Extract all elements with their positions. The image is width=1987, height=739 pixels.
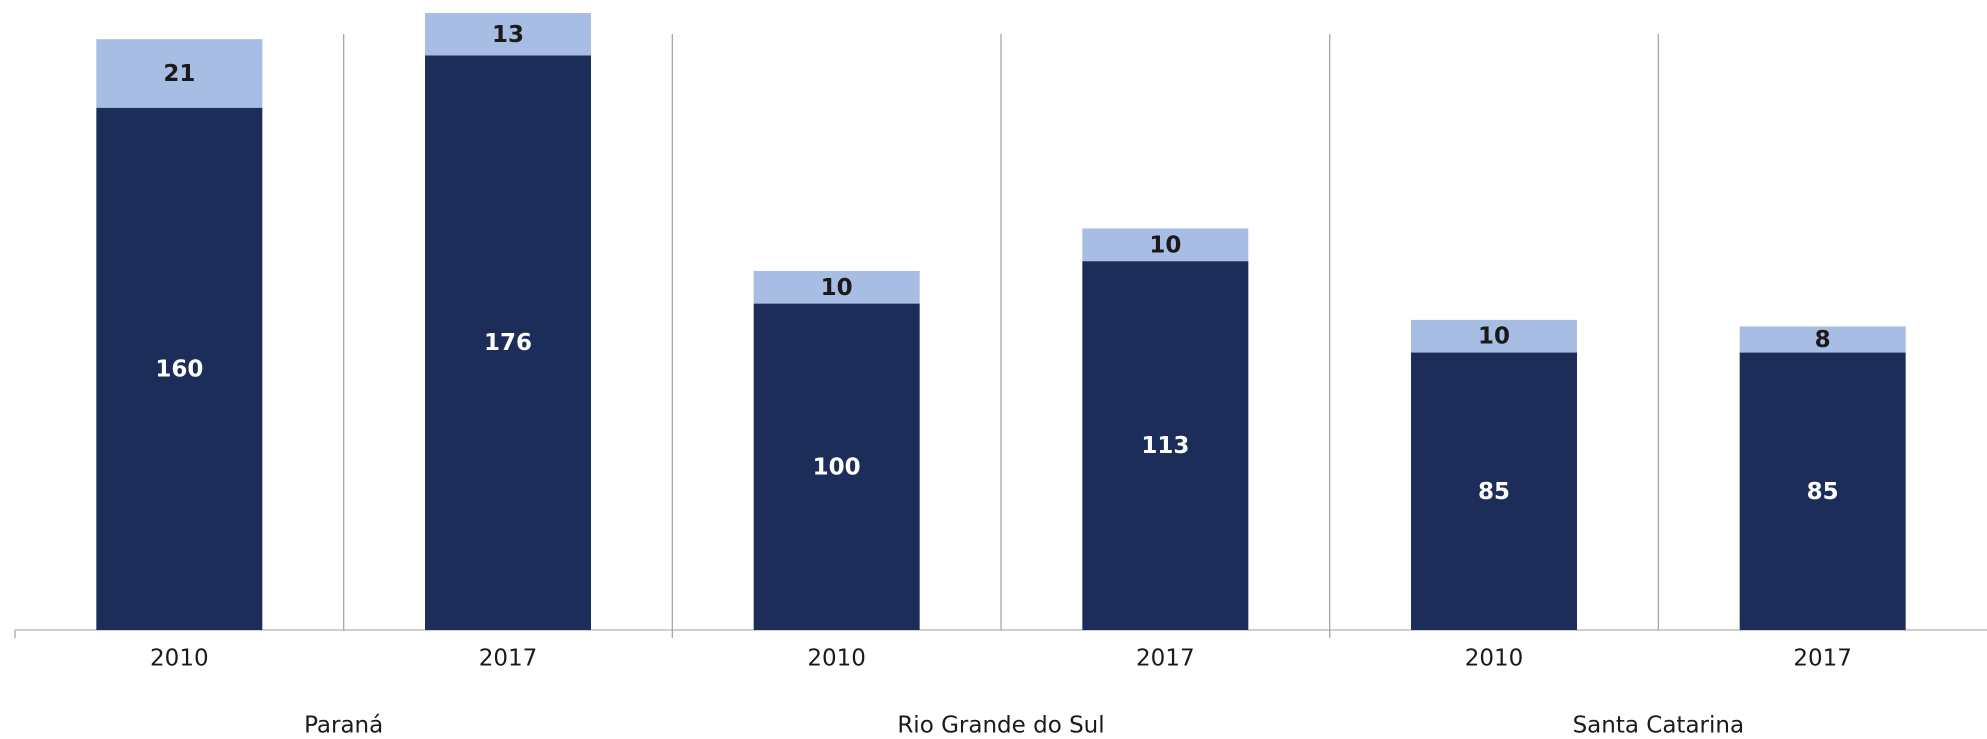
bar-segment	[1739, 326, 1906, 353]
data-label: 10	[1478, 324, 1510, 350]
x-tick-label: 2010	[807, 646, 866, 672]
data-label: 85	[1807, 479, 1839, 505]
bar-segment	[425, 55, 591, 630]
group-label: Santa Catarina	[1573, 713, 1744, 739]
bar-segment	[1082, 261, 1249, 630]
x-tick-label: 2010	[150, 646, 209, 672]
data-label: 160	[155, 356, 203, 382]
x-tick-label: 2017	[479, 646, 538, 672]
bar-segment	[753, 270, 920, 304]
data-label: 113	[1141, 433, 1189, 459]
data-label: 85	[1478, 479, 1510, 505]
bar-segment	[1082, 228, 1249, 262]
data-label: 10	[1149, 232, 1181, 258]
bar-segment	[1411, 319, 1577, 353]
data-label: 100	[813, 454, 861, 480]
group-label: Paraná	[304, 713, 383, 739]
data-label: 10	[821, 275, 853, 301]
data-label: 21	[163, 61, 195, 87]
data-label: 8	[1815, 327, 1831, 353]
bar-segment	[1739, 352, 1906, 630]
bar-segment	[96, 107, 263, 630]
bar-segment	[1411, 352, 1577, 630]
bar-segment	[96, 39, 263, 108]
bar-segment	[425, 13, 591, 56]
x-tick-label: 2017	[1136, 646, 1195, 672]
data-label: 13	[492, 22, 524, 48]
data-label: 176	[484, 330, 532, 356]
x-tick-label: 2010	[1465, 646, 1524, 672]
bar-segment	[753, 303, 920, 630]
x-tick-label: 2017	[1793, 646, 1852, 672]
group-label: Rio Grande do Sul	[897, 713, 1104, 739]
